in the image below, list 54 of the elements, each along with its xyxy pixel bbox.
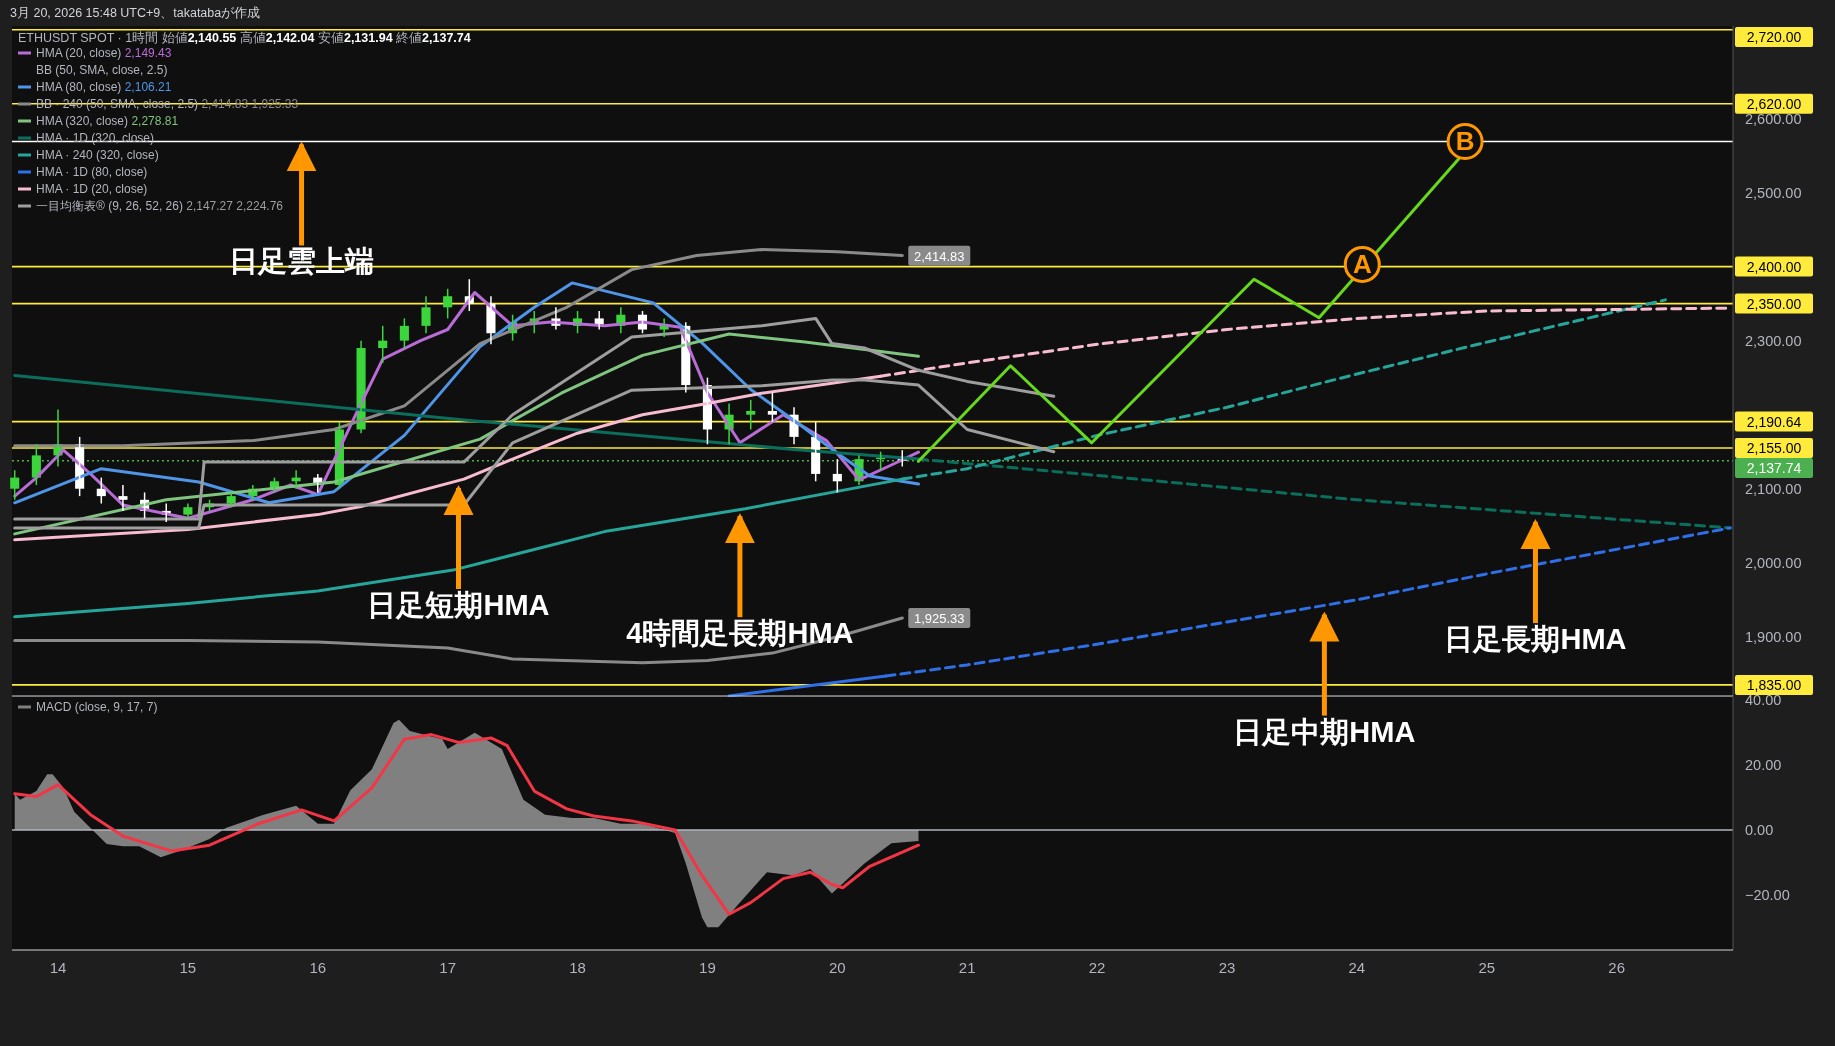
annotation: 日足長期HMA	[1444, 623, 1627, 656]
x-tick-label: 15	[179, 959, 197, 976]
x-tick-label: 20	[828, 959, 846, 976]
data-label: A	[1352, 249, 1372, 280]
x-tick-label: 24	[1348, 959, 1366, 976]
data-label: 2,414.83	[913, 248, 965, 264]
legend-label: HMA · 1D (20, close)	[36, 182, 148, 196]
legend-label: HMA (320, close) 2,278.81	[36, 114, 179, 128]
ref-line-label: 2,720.00	[1746, 29, 1802, 45]
y-tick-label: 2,000.00	[1745, 554, 1802, 571]
line-series	[13, 248, 904, 448]
chart-title: 3月 20, 2026 15:48 UTC+9、takatabaが作成	[10, 6, 261, 20]
x-tick-label: 14	[49, 959, 67, 976]
x-tick-label: 25	[1478, 959, 1496, 976]
legend-label: MACD (close, 9, 17, 7)	[36, 700, 158, 714]
annotation: BB (50, SMA, close, 2.5)	[36, 63, 168, 77]
candlestick	[421, 295, 431, 334]
y-tick-label: 1,900.00	[1745, 628, 1802, 645]
chart-subtitle: ETHUSDT SPOT · 1時間 始値2,140.55 高値2,142.04 安値2,131.94 終値2,137.74	[18, 30, 471, 45]
annotation: 日足中期HMA	[1233, 715, 1416, 748]
ref-line-label: 2,620.00	[1746, 95, 1802, 112]
legend-label: HMA · 240 (320, close)	[36, 148, 159, 162]
y-tick-label: 2,500.00	[1745, 184, 1802, 201]
legend-label: HMA · 1D (80, close)	[36, 165, 148, 179]
y-tick-label: −20.00	[1745, 886, 1790, 903]
y-tick-label: 0.00	[1745, 821, 1774, 838]
x-tick-label: 17	[439, 959, 457, 976]
candlestick	[746, 399, 756, 431]
x-tick-label: 26	[1608, 959, 1625, 976]
ref-line-label: 2,190.64	[1746, 413, 1802, 430]
y-tick-label: 2,600.00	[1745, 110, 1802, 127]
ref-line-label: 2,350.00	[1746, 295, 1802, 312]
annotation: 4時間足長期HMA	[626, 617, 854, 650]
ref-line-label: 1,835.00	[1746, 676, 1802, 693]
data-label: 1,925.33	[913, 611, 965, 627]
legend-label: 一目均衡表® (9, 26, 52, 26) 2,147.27 2,224.76	[36, 199, 284, 213]
x-tick-label: 23	[1218, 959, 1236, 976]
y-tick-label: 20.00	[1745, 757, 1782, 774]
x-tick-label: 19	[699, 959, 716, 976]
y-tick-label: 2,300.00	[1745, 332, 1802, 349]
x-tick-label: 22	[1088, 959, 1106, 976]
ref-line-label: 2,155.00	[1746, 439, 1802, 456]
y-tick-label: 40.00	[1745, 692, 1782, 709]
annotation: 日足短期HMA	[367, 589, 550, 622]
y-tick-label: 2,100.00	[1745, 480, 1802, 497]
ref-line-label: 2,400.00	[1746, 258, 1802, 275]
legend-label: HMA (20, close) 2,149.43	[36, 46, 172, 60]
data-label: B	[1455, 126, 1475, 157]
legend-label: HMA (80, close) 2,106.21	[36, 80, 172, 94]
x-tick-label: 16	[309, 959, 327, 976]
ref-line-label: 2,137.74	[1746, 459, 1802, 476]
x-tick-label: 18	[569, 959, 586, 976]
x-tick-label: 21	[958, 959, 976, 976]
candlestick	[767, 391, 777, 423]
